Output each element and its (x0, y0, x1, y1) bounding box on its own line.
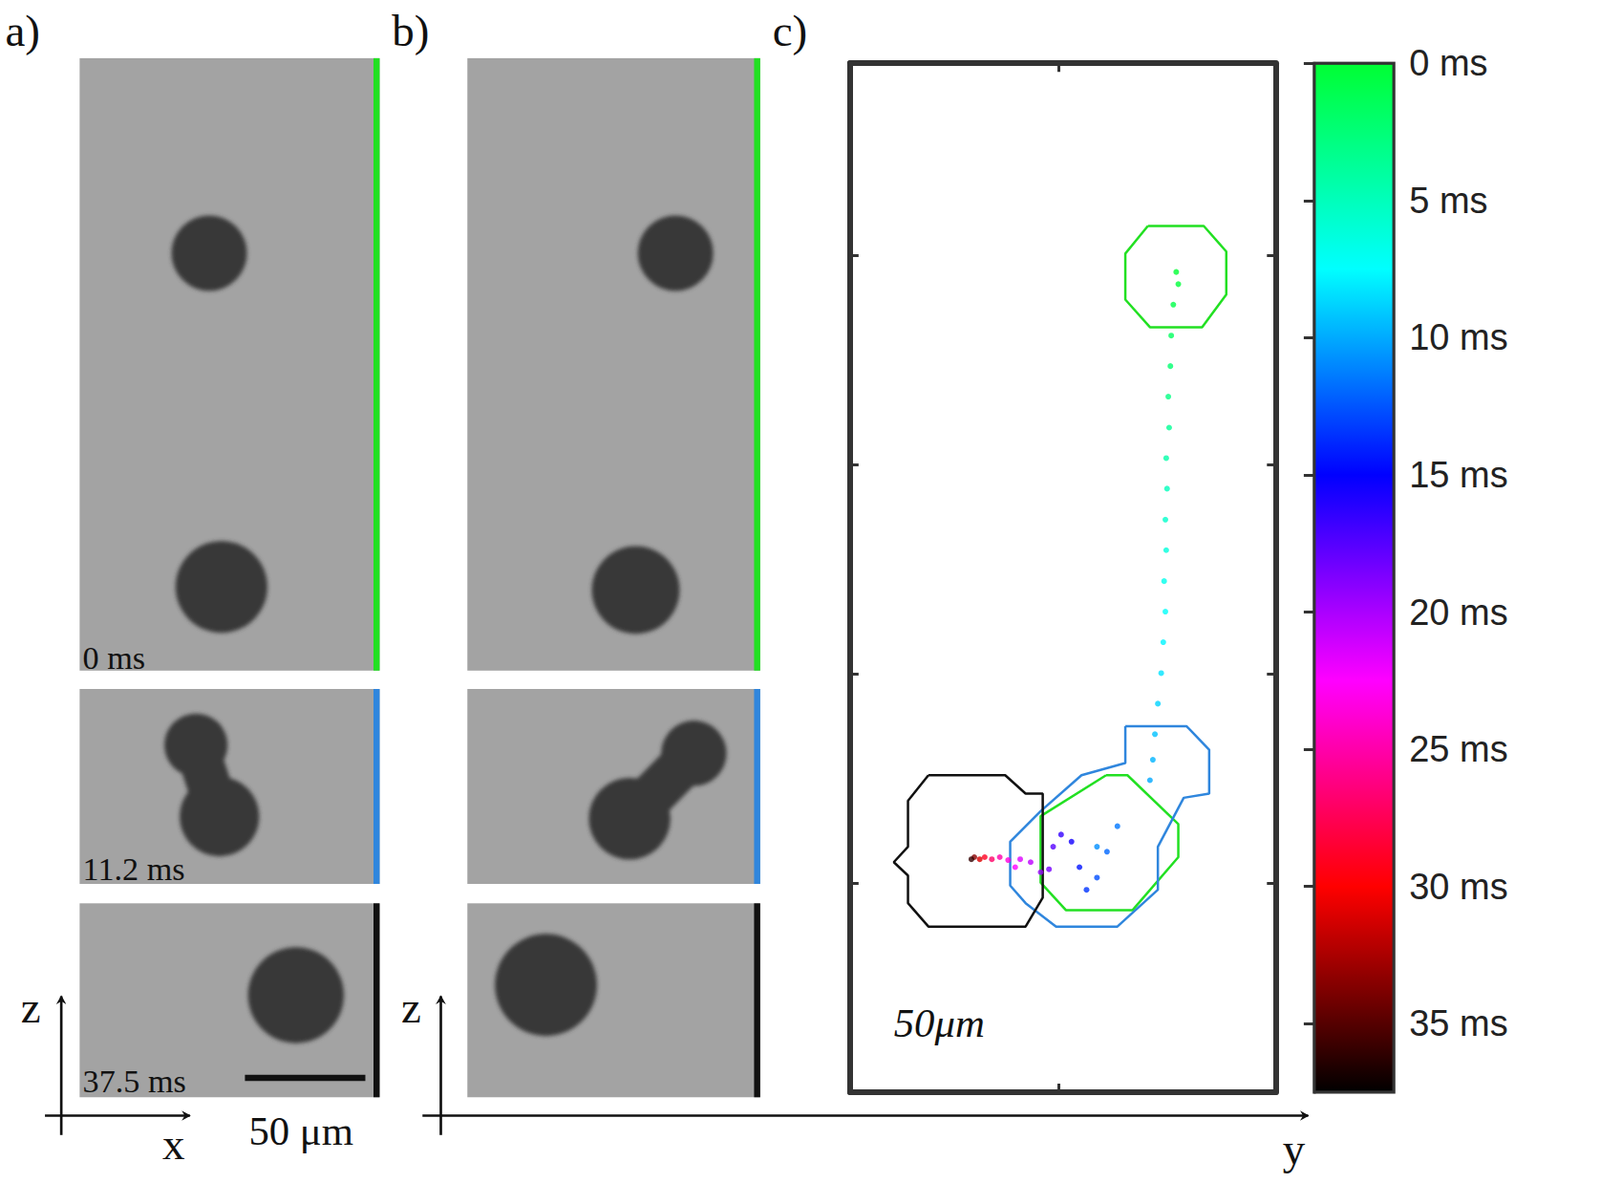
svg-text:z: z (21, 981, 42, 1032)
svg-text:x: x (162, 1118, 185, 1169)
svg-text:5 ms: 5 ms (1408, 180, 1488, 221)
svg-text:25 ms: 25 ms (1408, 728, 1508, 769)
svg-text:z: z (401, 981, 422, 1032)
svg-text:10 ms: 10 ms (1408, 317, 1508, 358)
svg-text:35 ms: 35 ms (1408, 1002, 1508, 1044)
svg-text:0 ms: 0 ms (83, 640, 147, 676)
svg-text:20 ms: 20 ms (1408, 592, 1508, 633)
svg-text:37.5 ms: 37.5 ms (83, 1063, 187, 1099)
svg-text:a): a) (4, 5, 41, 56)
svg-text:c): c) (772, 5, 809, 56)
svg-text:0 ms: 0 ms (1408, 42, 1488, 84)
svg-text:b): b) (391, 5, 429, 56)
svg-text:30 ms: 30 ms (1408, 866, 1508, 907)
svg-text:11.2 ms: 11.2 ms (83, 851, 186, 887)
svg-text:50μm: 50μm (894, 1000, 985, 1046)
svg-text:15 ms: 15 ms (1408, 454, 1508, 495)
svg-text:y: y (1282, 1123, 1306, 1174)
svg-text:50 μm: 50 μm (248, 1108, 354, 1153)
